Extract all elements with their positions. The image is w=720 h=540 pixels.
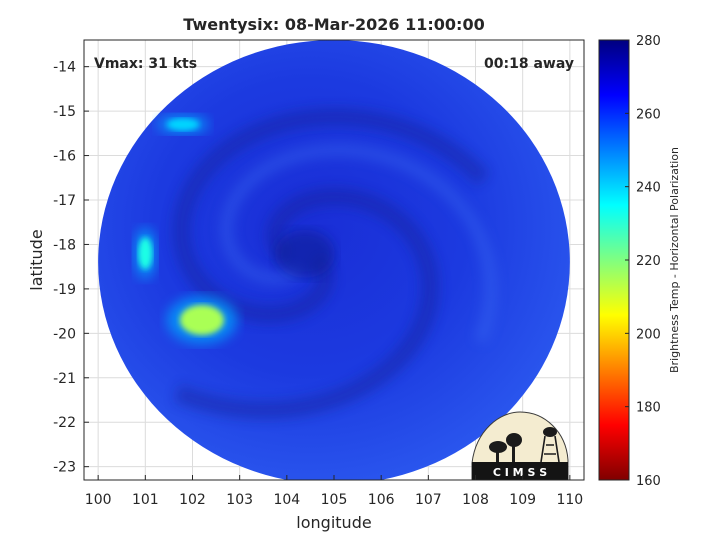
dark-spiral-band bbox=[173, 187, 440, 420]
y-tick-label: -23 bbox=[53, 460, 76, 476]
y-tick-label: -19 bbox=[53, 282, 76, 298]
x-tick-label: 110 bbox=[556, 492, 583, 508]
colorbar-tick-label: 260 bbox=[636, 107, 661, 122]
x-tick-label: 109 bbox=[509, 492, 536, 508]
x-tick-label: 100 bbox=[85, 492, 112, 508]
chart-title: Twentysix: 08-Mar-2026 11:00:00 bbox=[183, 15, 484, 34]
time-away-annotation: 00:18 away bbox=[484, 56, 574, 72]
x-axis-label: longitude bbox=[296, 513, 371, 532]
x-tick-label: 106 bbox=[368, 492, 395, 508]
colorbar-tick-label: 180 bbox=[636, 401, 661, 416]
logo-text: C I M S S bbox=[493, 466, 547, 479]
y-tick-label: -20 bbox=[53, 326, 76, 342]
light-spiral-band bbox=[220, 144, 497, 344]
vmax-annotation: Vmax: 31 kts bbox=[94, 56, 197, 72]
colorbar-tick-label: 200 bbox=[636, 327, 661, 342]
x-tick-label: 101 bbox=[132, 492, 159, 508]
cold-feature bbox=[138, 237, 153, 270]
colorbar-tick-label: 280 bbox=[636, 34, 661, 49]
colorbar bbox=[598, 39, 630, 481]
storm-center bbox=[274, 229, 335, 278]
x-tick-label: 108 bbox=[462, 492, 489, 508]
swath-layer bbox=[98, 40, 570, 480]
y-tick-label: -21 bbox=[53, 371, 76, 387]
colorbar-tick-label: 240 bbox=[636, 181, 661, 196]
x-tick-label: 105 bbox=[321, 492, 348, 508]
y-tick-label: -17 bbox=[53, 193, 76, 209]
cimss-logo: C I M S S bbox=[471, 411, 569, 481]
y-tick-label: -16 bbox=[53, 149, 76, 165]
x-tick-label: 102 bbox=[179, 492, 206, 508]
x-tick-label: 107 bbox=[415, 492, 442, 508]
dark-spiral-band bbox=[172, 107, 490, 324]
x-tick-label: 103 bbox=[226, 492, 253, 508]
y-tick-label: -14 bbox=[53, 60, 76, 76]
colorbar-tick-label: 160 bbox=[636, 474, 661, 489]
y-axis-label: latitude bbox=[27, 229, 46, 290]
x-axis-ticks: 100 101 102 103 104 105 106 107 108 109 110 bbox=[85, 475, 583, 508]
y-axis-ticks: -14 -15 -16 -17 -18 -19 -20 -21 -22 -23 bbox=[53, 60, 89, 476]
y-tick-label: -22 bbox=[53, 415, 76, 431]
y-tick-label: -18 bbox=[53, 237, 76, 253]
colorbar-tick-label: 220 bbox=[636, 254, 661, 269]
colorbar-ticks: 160 180 200 220 240 260 280 bbox=[625, 34, 661, 489]
cold-feature bbox=[167, 118, 200, 131]
colorbar-label: Brightness Temp - Horizontal Polarizatio… bbox=[668, 147, 681, 373]
cold-feature bbox=[179, 305, 224, 335]
y-tick-label: -15 bbox=[53, 104, 76, 120]
microwave-swath bbox=[98, 40, 570, 480]
x-tick-label: 104 bbox=[273, 492, 300, 508]
